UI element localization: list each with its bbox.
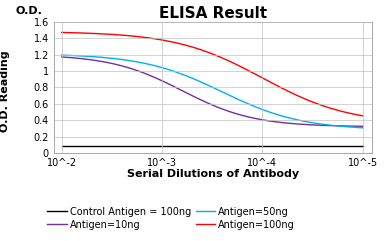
Control Antigen = 100ng (222, 144, 227, 147)
Antigen=100ng (222, 58, 227, 60)
Line: Antigen=10ng: Antigen=10ng (62, 57, 363, 126)
Antigen=10ng (202, 100, 207, 103)
Antigen=10ng (353, 125, 358, 128)
Antigen=50ng (204, 83, 209, 86)
Antigen=50ng (60, 54, 64, 57)
Antigen=50ng (361, 126, 365, 129)
Antigen=50ng (238, 99, 243, 102)
Control Antigen = 100ng (361, 144, 365, 147)
Antigen=10ng (238, 114, 243, 116)
Antigen=10ng (306, 123, 311, 126)
Antigen=10ng (60, 55, 64, 58)
Antigen=100ng (306, 99, 311, 102)
Antigen=50ng (222, 92, 227, 94)
X-axis label: Serial Dilutions of Antibody: Serial Dilutions of Antibody (127, 169, 299, 179)
Line: Antigen=100ng: Antigen=100ng (62, 33, 363, 116)
Antigen=100ng (361, 114, 365, 117)
Antigen=100ng (353, 113, 358, 116)
Antigen=100ng (204, 50, 209, 53)
Line: Antigen=50ng: Antigen=50ng (62, 55, 363, 128)
Antigen=100ng (202, 50, 207, 53)
Antigen=10ng (222, 108, 227, 111)
Control Antigen = 100ng (204, 144, 209, 147)
Antigen=100ng (60, 31, 64, 34)
Legend: Control Antigen = 100ng, Antigen=10ng, Antigen=50ng, Antigen=100ng: Control Antigen = 100ng, Antigen=10ng, A… (43, 203, 299, 234)
Antigen=50ng (353, 126, 358, 129)
Antigen=10ng (361, 125, 365, 128)
Title: ELISA Result: ELISA Result (159, 6, 267, 20)
Control Antigen = 100ng (238, 144, 243, 147)
Antigen=50ng (202, 82, 207, 85)
Control Antigen = 100ng (306, 144, 311, 147)
Text: O.D.: O.D. (15, 7, 42, 16)
Control Antigen = 100ng (353, 144, 358, 147)
Control Antigen = 100ng (60, 144, 64, 147)
Antigen=10ng (204, 101, 209, 104)
Antigen=50ng (306, 120, 311, 123)
Text: O.D. Reading: O.D. Reading (0, 51, 10, 132)
Antigen=100ng (238, 65, 243, 68)
Control Antigen = 100ng (202, 144, 207, 147)
